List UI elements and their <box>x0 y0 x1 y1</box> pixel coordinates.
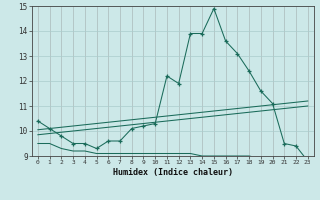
X-axis label: Humidex (Indice chaleur): Humidex (Indice chaleur) <box>113 168 233 177</box>
